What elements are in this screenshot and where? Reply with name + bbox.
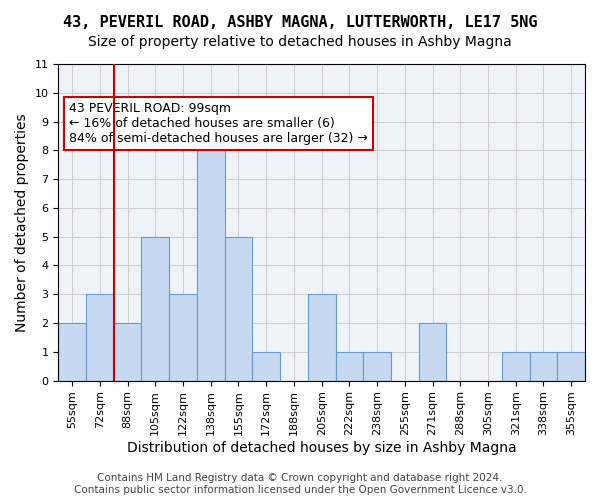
Bar <box>419 323 446 380</box>
Text: 43 PEVERIL ROAD: 99sqm
← 16% of detached houses are smaller (6)
84% of semi-deta: 43 PEVERIL ROAD: 99sqm ← 16% of detached… <box>69 102 368 145</box>
Bar <box>114 323 142 380</box>
Bar <box>169 294 197 380</box>
Text: 43, PEVERIL ROAD, ASHBY MAGNA, LUTTERWORTH, LE17 5NG: 43, PEVERIL ROAD, ASHBY MAGNA, LUTTERWOR… <box>63 15 537 30</box>
Y-axis label: Number of detached properties: Number of detached properties <box>15 113 29 332</box>
Bar <box>557 352 585 380</box>
Text: Size of property relative to detached houses in Ashby Magna: Size of property relative to detached ho… <box>88 35 512 49</box>
Bar <box>308 294 335 380</box>
Bar <box>335 352 363 380</box>
Bar <box>224 236 253 380</box>
Bar <box>197 122 224 380</box>
Bar <box>530 352 557 380</box>
Bar <box>58 323 86 380</box>
Bar <box>502 352 530 380</box>
Text: Contains HM Land Registry data © Crown copyright and database right 2024.
Contai: Contains HM Land Registry data © Crown c… <box>74 474 526 495</box>
Bar <box>363 352 391 380</box>
Bar <box>253 352 280 380</box>
Bar <box>86 294 114 380</box>
X-axis label: Distribution of detached houses by size in Ashby Magna: Distribution of detached houses by size … <box>127 441 517 455</box>
Bar <box>142 236 169 380</box>
